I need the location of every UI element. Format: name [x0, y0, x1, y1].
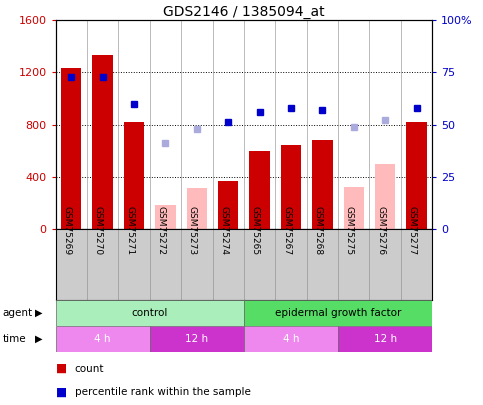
Bar: [406, 122, 427, 229]
Text: GSM75265: GSM75265: [251, 207, 260, 256]
Title: GDS2146 / 1385094_at: GDS2146 / 1385094_at: [163, 5, 325, 19]
Bar: [124, 122, 144, 229]
Text: GSM75274: GSM75274: [219, 207, 228, 256]
Bar: [56, 326, 150, 352]
Text: 12 h: 12 h: [374, 334, 397, 344]
Text: ■: ■: [56, 362, 67, 375]
Text: GSM75276: GSM75276: [376, 207, 385, 256]
Text: GSM75270: GSM75270: [94, 207, 103, 256]
Text: GSM75277: GSM75277: [408, 207, 416, 256]
Text: count: count: [75, 364, 104, 373]
Text: agent: agent: [2, 308, 32, 318]
Bar: [56, 300, 244, 326]
Text: 12 h: 12 h: [185, 334, 208, 344]
Bar: [244, 300, 432, 326]
Text: GSM75269: GSM75269: [62, 207, 71, 256]
Bar: [186, 188, 207, 229]
Text: control: control: [131, 308, 168, 318]
Bar: [244, 326, 338, 352]
Text: epidermal growth factor: epidermal growth factor: [275, 308, 401, 318]
Bar: [92, 55, 113, 229]
Bar: [155, 205, 176, 229]
Bar: [150, 326, 244, 352]
Text: GSM75271: GSM75271: [125, 207, 134, 256]
Text: 4 h: 4 h: [94, 334, 111, 344]
Text: ■: ■: [56, 386, 67, 399]
Bar: [312, 140, 333, 229]
Text: time: time: [2, 334, 26, 344]
Text: percentile rank within the sample: percentile rank within the sample: [75, 387, 251, 397]
Bar: [343, 187, 364, 229]
Text: GSM75267: GSM75267: [282, 207, 291, 256]
Bar: [375, 164, 396, 229]
Text: ▶: ▶: [35, 308, 43, 318]
Bar: [338, 326, 432, 352]
Text: GSM75272: GSM75272: [156, 207, 165, 256]
Text: ▶: ▶: [35, 334, 43, 344]
Bar: [281, 145, 301, 229]
Bar: [218, 181, 239, 229]
Text: GSM75273: GSM75273: [188, 207, 197, 256]
Text: 4 h: 4 h: [283, 334, 299, 344]
Bar: [249, 151, 270, 229]
Bar: [61, 68, 82, 229]
Text: GSM75275: GSM75275: [345, 207, 354, 256]
Text: GSM75268: GSM75268: [313, 207, 323, 256]
